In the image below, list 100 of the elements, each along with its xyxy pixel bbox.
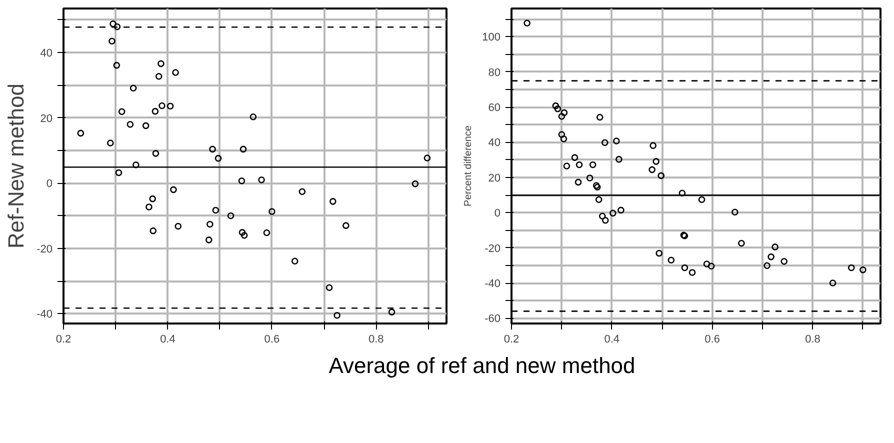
- point: [114, 23, 121, 30]
- point: [206, 220, 214, 228]
- point: [108, 38, 116, 45]
- point: [172, 69, 179, 76]
- point: [298, 188, 306, 196]
- point: [258, 176, 265, 184]
- point: [77, 130, 84, 137]
- x-tick-label: 0.4: [160, 334, 176, 346]
- point: [596, 114, 604, 121]
- point: [166, 102, 174, 110]
- point: [589, 161, 596, 168]
- point: [238, 229, 246, 236]
- point: [524, 20, 530, 26]
- point: [238, 177, 246, 184]
- point: [560, 136, 568, 142]
- point: [113, 62, 120, 69]
- point: [205, 236, 212, 244]
- point: [209, 146, 216, 153]
- point: [146, 204, 152, 210]
- point: [158, 102, 166, 110]
- point: [648, 166, 656, 174]
- point: [552, 102, 560, 110]
- point: [780, 258, 788, 265]
- point: [738, 240, 745, 247]
- point: [107, 140, 114, 146]
- point: [291, 258, 298, 265]
- point: [602, 216, 609, 224]
- point: [650, 142, 656, 149]
- y-tick-label: 100: [482, 32, 501, 44]
- point: [554, 105, 562, 112]
- point: [656, 250, 662, 257]
- point: [268, 208, 276, 215]
- x-tick-label: 0.2: [504, 334, 520, 346]
- point: [212, 206, 220, 214]
- point: [250, 113, 257, 120]
- point: [174, 222, 182, 230]
- point: [576, 161, 583, 168]
- point: [563, 162, 570, 170]
- y-tick-label: 80: [488, 66, 501, 79]
- point: [240, 232, 248, 239]
- point: [342, 222, 350, 229]
- y-tick-label: 40: [40, 48, 53, 60]
- point: [560, 109, 568, 116]
- point: [829, 280, 836, 286]
- point: [326, 284, 333, 291]
- point: [118, 108, 126, 116]
- x-tick-label: 0.2: [56, 334, 72, 346]
- point: [772, 244, 778, 250]
- point: [263, 229, 270, 236]
- y-tick-label: 40: [488, 137, 501, 150]
- point: [240, 146, 247, 153]
- point: [132, 161, 140, 168]
- y-axis-title: Ref-New method: [4, 83, 29, 249]
- point: [601, 139, 608, 146]
- y-tick-label: -60: [484, 313, 501, 326]
- point: [152, 150, 160, 157]
- point: [595, 196, 602, 204]
- point: [860, 266, 866, 274]
- y-tick-label: -40: [484, 278, 501, 290]
- point: [115, 169, 122, 176]
- point: [668, 256, 675, 264]
- point: [334, 312, 340, 319]
- point: [227, 212, 234, 220]
- x-tick-label: 0.6: [704, 334, 720, 346]
- point: [126, 120, 134, 128]
- y-tick-label: 20: [40, 112, 53, 125]
- point: [558, 112, 566, 120]
- point: [424, 154, 431, 162]
- x-tick-label: 0.4: [604, 334, 620, 346]
- point: [708, 262, 715, 270]
- x-tick-label: 0.8: [805, 334, 820, 346]
- y-axis-title: Percent difference: [463, 125, 474, 206]
- point: [768, 253, 774, 260]
- point: [598, 212, 606, 220]
- point: [658, 172, 665, 180]
- point: [688, 269, 696, 276]
- point: [149, 195, 156, 202]
- point: [170, 186, 177, 194]
- point: [616, 156, 622, 163]
- x-tick-label: 0.6: [264, 334, 280, 346]
- point: [703, 260, 710, 268]
- point: [848, 264, 855, 272]
- point: [152, 108, 159, 115]
- point: [594, 184, 601, 191]
- point: [150, 227, 157, 234]
- point: [558, 131, 566, 138]
- point: [571, 154, 578, 161]
- y-tick-label: 60: [488, 102, 501, 114]
- point: [681, 264, 688, 272]
- point: [610, 210, 616, 217]
- point: [110, 20, 116, 28]
- point: [764, 262, 770, 269]
- point: [586, 174, 594, 182]
- point: [412, 180, 419, 188]
- point: [732, 208, 738, 216]
- x-tick-label: 0.8: [368, 334, 384, 346]
- y-tick-label: -40: [36, 308, 53, 321]
- y-tick-label: -20: [484, 242, 501, 255]
- point: [158, 60, 164, 68]
- point: [652, 158, 660, 165]
